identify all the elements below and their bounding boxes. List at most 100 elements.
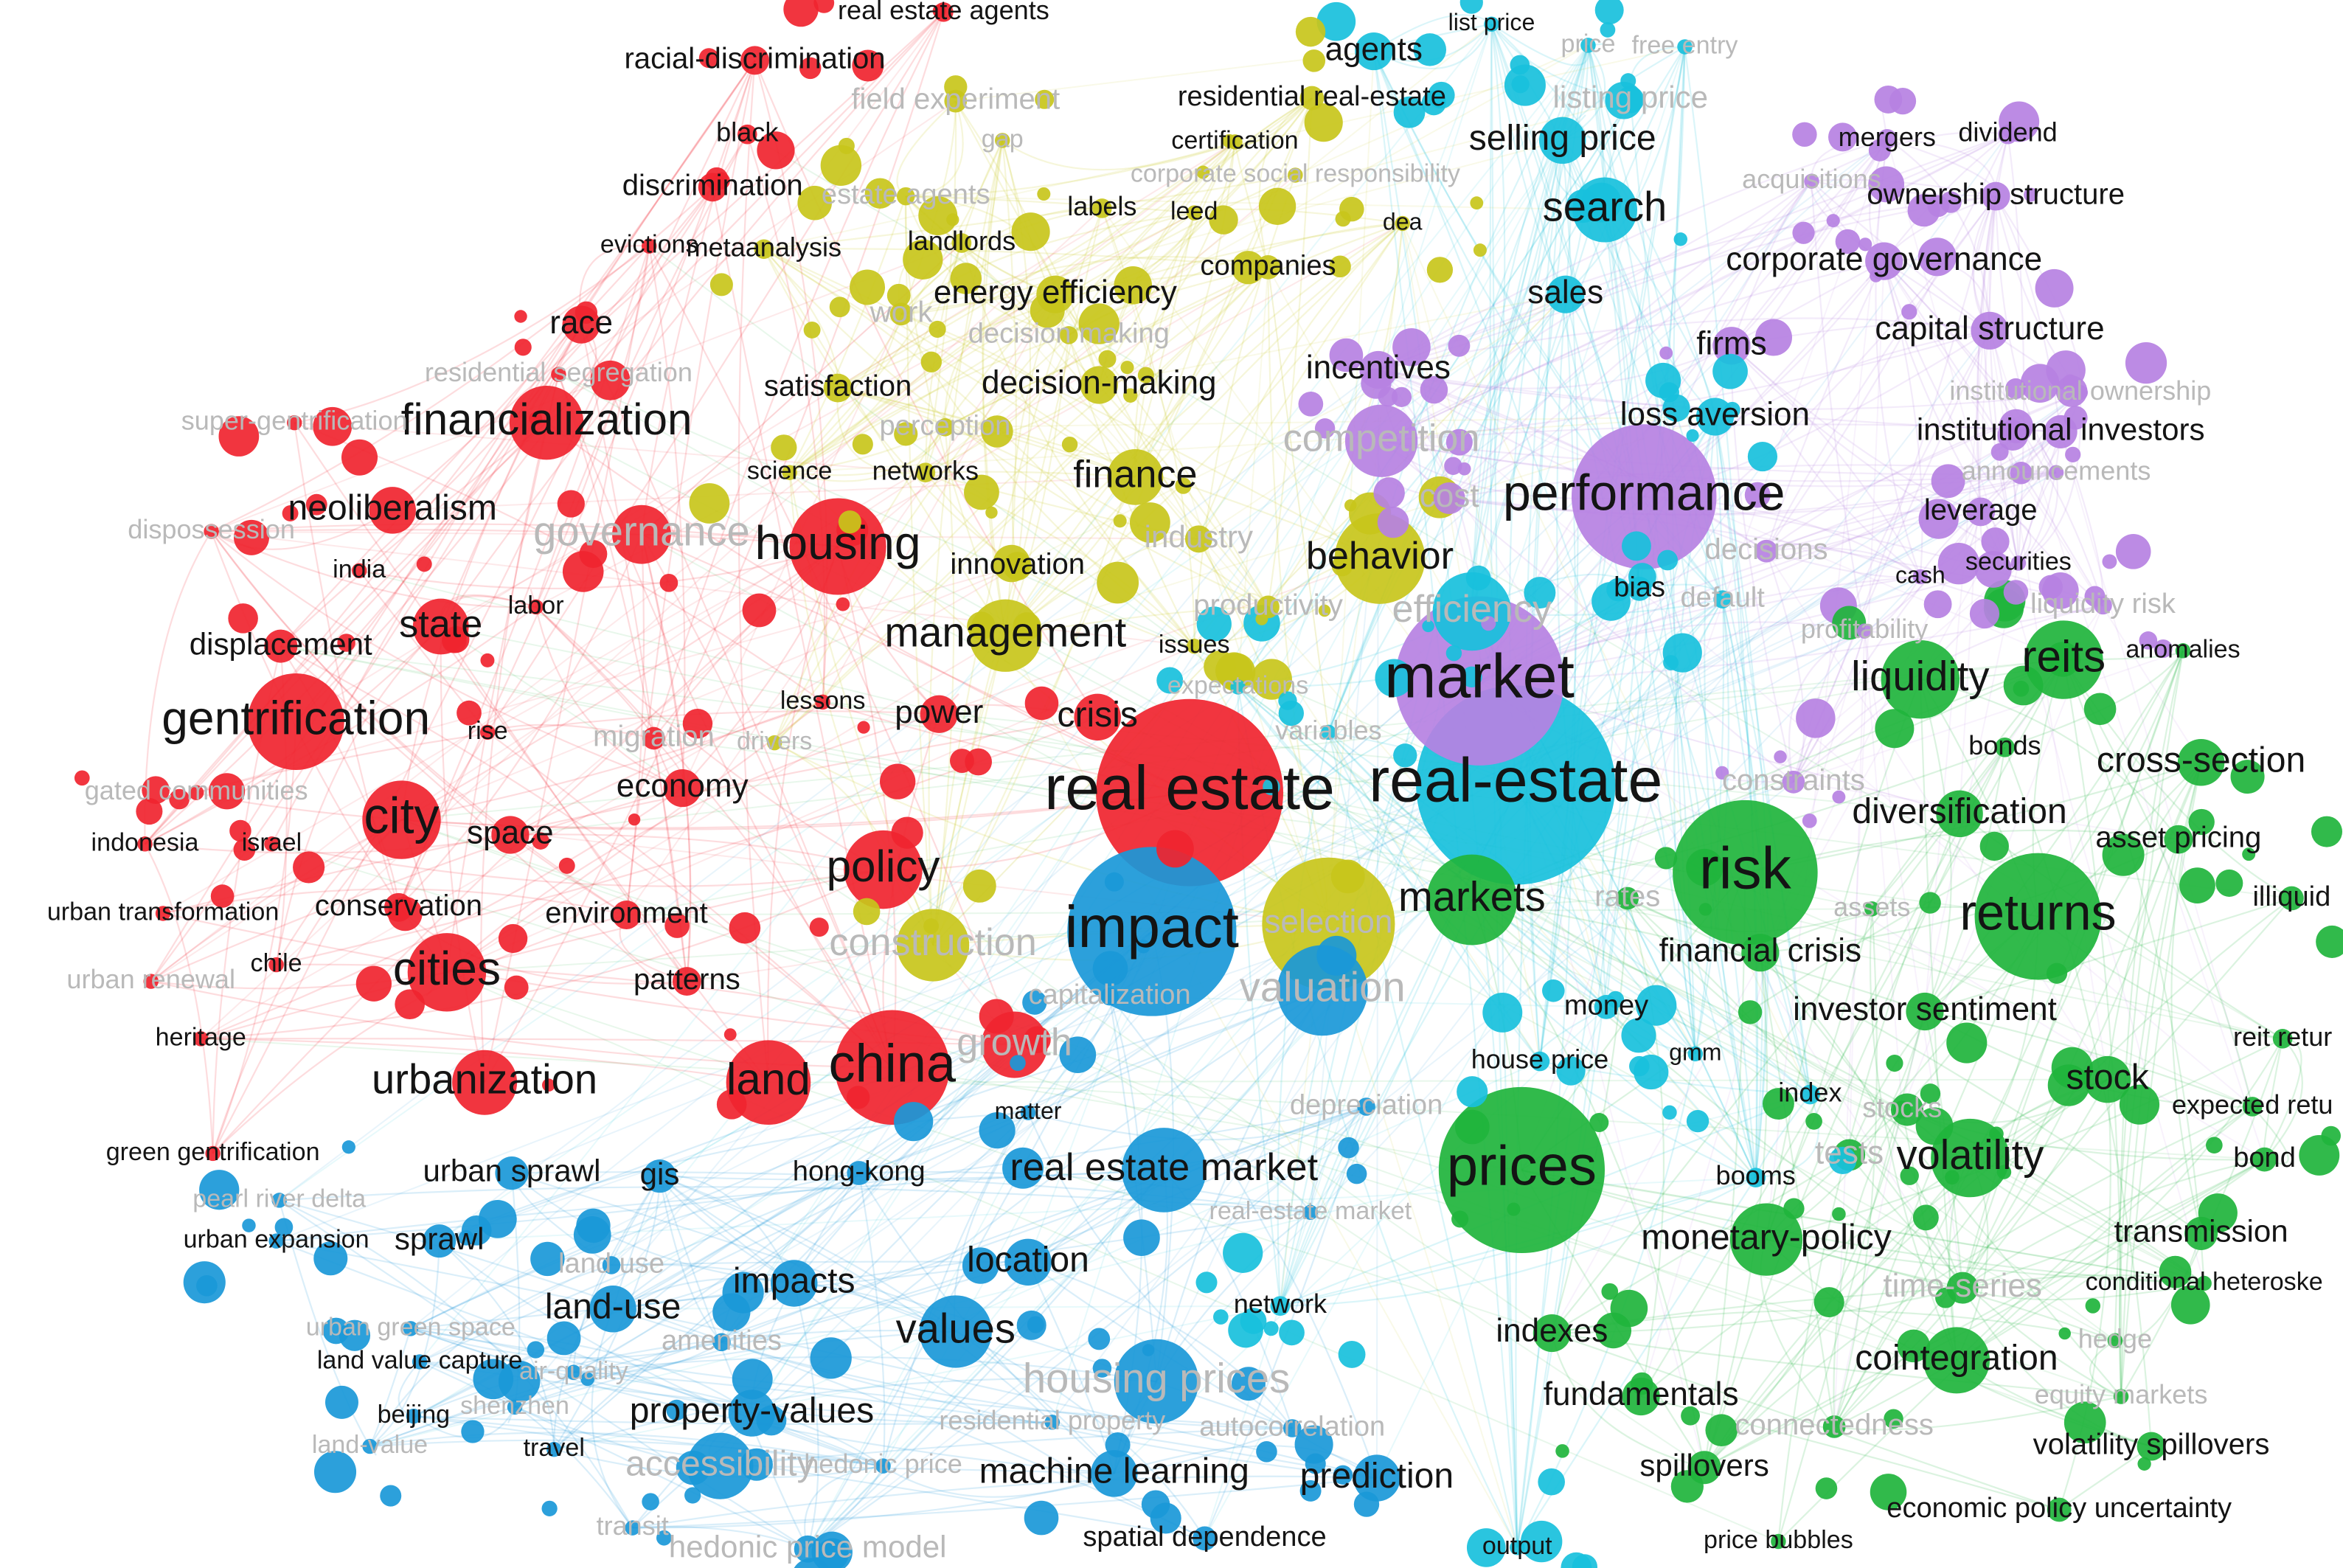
- node-bubble: [1022, 990, 1047, 1015]
- edge: [358, 545, 839, 590]
- edge: [1280, 1176, 1757, 1307]
- edge: [938, 558, 1381, 715]
- node-label: gmm: [1669, 1038, 1721, 1065]
- edge: [1027, 1106, 1367, 1141]
- edge: [369, 1264, 612, 1447]
- edge: [626, 908, 1872, 916]
- node-bubble: [716, 1089, 747, 1120]
- node-bubble: [1918, 499, 1959, 539]
- node-bubble: [1877, 129, 1898, 149]
- edge: [1883, 133, 2009, 262]
- node-label: securities: [1965, 548, 2072, 576]
- node-bubble: [507, 1399, 523, 1415]
- edge: [1551, 1332, 2060, 1511]
- edge: [1448, 180, 1813, 499]
- node-label: diversification: [1852, 791, 2066, 831]
- edge: [632, 1477, 1378, 1529]
- edge: [400, 546, 839, 821]
- edge: [1565, 46, 1686, 295]
- node-label: behavior: [1306, 535, 1454, 577]
- node-bubble: [1620, 73, 1636, 89]
- node-bubble: [362, 1438, 378, 1454]
- edge: [1792, 133, 2009, 783]
- node-bubble: [1533, 1314, 1571, 1353]
- node-bubble: [641, 238, 657, 254]
- node-bubble: [1263, 777, 1280, 796]
- node-label: dea: [1383, 208, 1423, 235]
- edge: [212, 60, 756, 1154]
- node-label: estate agents: [822, 179, 990, 210]
- node-bubble: [1141, 1490, 1170, 1519]
- node-bubble: [1288, 167, 1303, 183]
- node-bubble: [1484, 16, 1499, 32]
- node-bubble: [1318, 604, 1331, 617]
- node-bubble: [951, 233, 972, 253]
- node-bubble: [740, 46, 769, 75]
- node-bubble: [1782, 771, 1805, 794]
- edge: [1108, 996, 1158, 1382]
- edge: [1490, 23, 1590, 66]
- edge: [659, 1175, 795, 1284]
- node-bubble: [1969, 598, 2000, 629]
- edge: [1267, 267, 1330, 732]
- node-bubble: [1393, 96, 1426, 128]
- node-label: variables: [1275, 715, 1381, 745]
- edge: [2170, 762, 2202, 1234]
- edge: [510, 174, 1297, 836]
- node-label: neoliberalism: [288, 488, 497, 528]
- node-bubble: [2038, 575, 2063, 600]
- node-bubble: [1186, 205, 1202, 221]
- node-bubble: [1059, 1036, 1097, 1074]
- node-bubble: [1346, 1163, 1367, 1184]
- node-bubble: [1136, 940, 1150, 954]
- edge: [1016, 223, 1403, 567]
- node-label: selling price: [1469, 118, 1656, 158]
- edge: [1811, 138, 1887, 181]
- edge: [410, 1328, 884, 1467]
- node-label: shenzhen: [460, 1392, 569, 1420]
- node-bubble: [915, 462, 936, 483]
- node-bubble: [903, 239, 943, 280]
- edge: [1792, 631, 1866, 783]
- node-label: real estate market: [1010, 1146, 1318, 1189]
- node-bubble: [2119, 1084, 2160, 1125]
- edge: [1920, 575, 2104, 613]
- edge: [1766, 909, 1873, 1241]
- node-bubble: [1240, 1308, 1267, 1334]
- edge: [1479, 180, 1813, 681]
- edge: [1640, 1078, 2108, 1398]
- node-label: time-series: [1883, 1268, 2042, 1304]
- node-bubble: [1835, 229, 1861, 254]
- edge: [746, 133, 826, 702]
- edge: [279, 1199, 1205, 1539]
- edge: [440, 626, 486, 1083]
- edge: [535, 246, 650, 608]
- node-label: lessons: [780, 687, 866, 715]
- edge: [1551, 1154, 1850, 1334]
- node-bubble: [247, 673, 344, 770]
- edge: [1002, 139, 1235, 171]
- node-bubble: [341, 439, 378, 476]
- edge: [2114, 1233, 2202, 1342]
- node-bubble: [642, 726, 665, 750]
- node-bubble: [136, 798, 163, 825]
- node-bubble: [1193, 1526, 1217, 1551]
- node-bubble: [1100, 987, 1119, 1006]
- node-bubble: [946, 213, 959, 226]
- edge: [1833, 898, 2293, 1428]
- node-bubble: [196, 1274, 218, 1297]
- edge: [558, 373, 2253, 1108]
- edge: [1449, 471, 2057, 516]
- node-bubble: [886, 283, 911, 308]
- node-bubble: [1589, 1113, 1609, 1132]
- edge: [1002, 140, 1200, 540]
- node-bubble: [1251, 659, 1292, 700]
- edge: [613, 1172, 860, 1310]
- node-bubble: [268, 957, 284, 973]
- node-bubble: [663, 769, 701, 808]
- edge: [201, 1038, 769, 1083]
- edge: [882, 869, 1552, 1334]
- edge: [631, 989, 1323, 1529]
- node-bubble: [1511, 75, 1530, 94]
